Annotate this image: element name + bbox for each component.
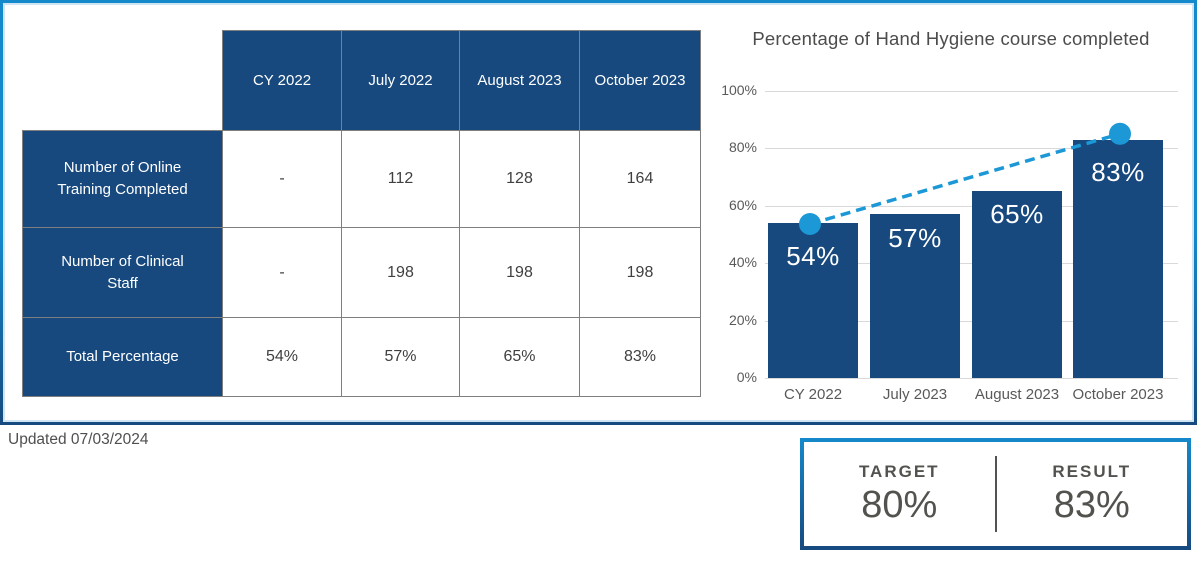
table-cell: 198	[459, 227, 580, 318]
gridline	[765, 320, 1178, 322]
x-axis-category-label: CY 2022	[783, 386, 843, 403]
column-header-august-2023: August 2023	[459, 30, 580, 131]
bar-value-label: 57%	[888, 223, 942, 254]
gridline	[765, 91, 1178, 92]
chart-title: Percentage of Hand Hygiene course comple…	[752, 28, 1150, 49]
table-corner-cell	[22, 30, 223, 131]
bar-august-2023: 65%	[972, 191, 1062, 378]
column-header-july-2022: July 2022	[341, 30, 460, 131]
row-header-clinical-staff: Number of Clinical Staff	[22, 227, 223, 318]
table-cell: -	[222, 130, 342, 228]
column-header-october-2023: October 2023	[579, 30, 701, 131]
y-axis-tick-label: 20%	[728, 311, 757, 328]
table-row: Number of Online Training Completed - 11…	[22, 130, 701, 228]
table-cell: 164	[579, 130, 701, 228]
row-header-total-percentage: Total Percentage	[22, 317, 223, 397]
table-header-row: CY 2022 July 2022 August 2023 October 20…	[22, 30, 701, 131]
bar-october-2023: 83%	[1073, 139, 1163, 378]
x-axis-category-label: July 2023	[882, 386, 948, 403]
bar-july-2023: 57%	[870, 214, 960, 378]
table-cell: 198	[341, 227, 460, 318]
kpi-box-inner: TARGET 80% RESULT 83%	[804, 442, 1187, 546]
chart-plot-area: 0% 20% 40% 60% 80% 100% 54% CY 2022 57% July 2023…	[721, 82, 1178, 403]
table-cell: 83%	[579, 317, 701, 397]
table-cell: 112	[341, 130, 460, 228]
bar-value-label: 65%	[990, 199, 1044, 230]
table-cell: 128	[459, 130, 580, 228]
result-label: RESULT	[1052, 461, 1132, 481]
y-axis-tick-label: 40%	[728, 254, 757, 271]
table-cell: 54%	[222, 317, 342, 397]
kpi-box: TARGET 80% RESULT 83%	[800, 438, 1191, 550]
table-cell: -	[222, 227, 342, 318]
result-value: 83%	[1053, 483, 1130, 526]
metrics-table: CY 2022 July 2022 August 2023 October 20…	[22, 30, 701, 397]
y-axis-tick-label: 60%	[728, 196, 757, 213]
hand-hygiene-bar-chart: Percentage of Hand Hygiene course comple…	[710, 15, 1192, 415]
bar-value-label: 83%	[1091, 156, 1145, 187]
column-header-cy-2022: CY 2022	[222, 30, 342, 131]
x-axis-category-label: October 2023	[1072, 386, 1164, 403]
gridline	[765, 263, 1178, 265]
dashboard-panel: CY 2022 July 2022 August 2023 October 20…	[0, 0, 1197, 425]
target-value: 80%	[861, 483, 938, 526]
y-axis-tick-label: 100%	[721, 82, 757, 98]
x-axis-category-label: August 2023	[974, 386, 1060, 403]
table-cell: 57%	[341, 317, 460, 397]
updated-date: Updated 07/03/2024	[8, 431, 149, 448]
row-header-online-training: Number of Online Training Completed	[22, 130, 223, 228]
table-row: Number of Clinical Staff - 198 198 198	[22, 227, 701, 318]
table-row: Total Percentage 54% 57% 65% 83%	[22, 317, 701, 397]
y-axis-tick-label: 0%	[736, 369, 757, 385]
table-cell: 65%	[459, 317, 580, 397]
y-axis-tick-label: 80%	[728, 139, 757, 156]
kpi-divider	[994, 456, 997, 532]
gridline	[765, 378, 1178, 379]
table-cell: 198	[579, 227, 701, 318]
kpi-target: TARGET 80%	[804, 442, 995, 546]
bar-cy-2022: 54%	[768, 223, 858, 378]
bar-value-label: 54%	[786, 241, 840, 272]
target-label: TARGET	[858, 461, 940, 481]
dashboard-panel-inner: CY 2022 July 2022 August 2023 October 20…	[3, 3, 1194, 422]
kpi-result: RESULT 83%	[997, 442, 1188, 546]
